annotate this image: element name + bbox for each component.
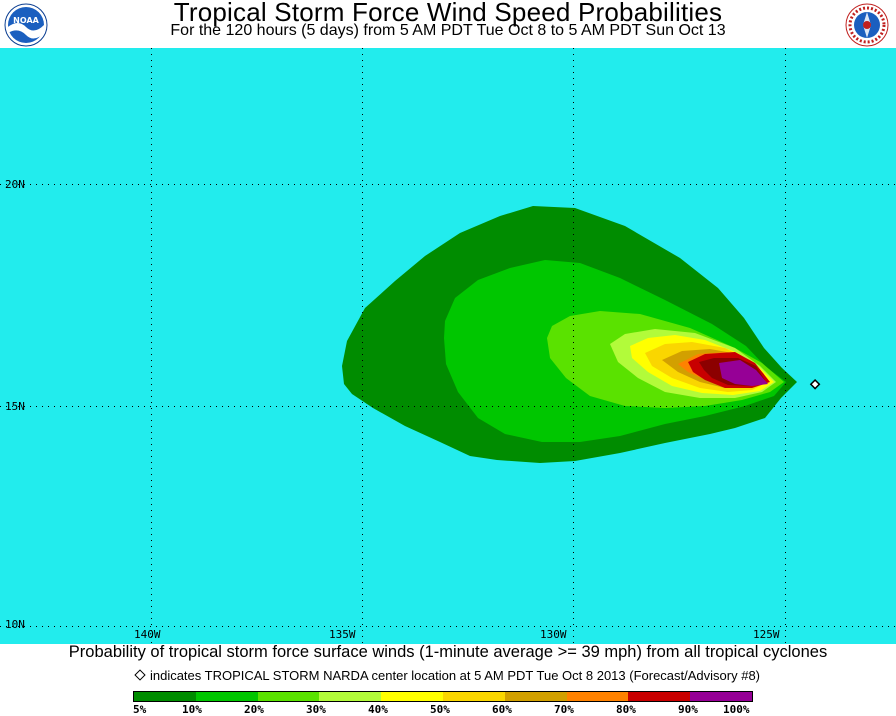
- lat-label-10n: 10N: [5, 618, 25, 631]
- legend-swatch: [690, 692, 752, 701]
- legend-swatch: [628, 692, 691, 701]
- map-caption: Probability of tropical storm force surf…: [68, 643, 828, 661]
- legend-label: 10%: [182, 703, 202, 716]
- lon-labels: 140W 135W 130W 125W: [134, 628, 780, 641]
- legend-swatch: [257, 692, 320, 701]
- legend-label: 70%: [554, 703, 574, 716]
- legend-label: 50%: [430, 703, 450, 716]
- diamond-marker-icon: [134, 669, 146, 681]
- noaa-logo-text: NOAA: [13, 16, 39, 25]
- legend-color-bar: [133, 691, 753, 702]
- lon-label-130w: 130W: [540, 628, 567, 641]
- lat-label-15n: 15N: [5, 400, 25, 413]
- legend-swatch: [134, 692, 196, 701]
- legend-label: 90%: [678, 703, 698, 716]
- legend-swatch: [566, 692, 629, 701]
- legend-label: 30%: [306, 703, 326, 716]
- page-title: Tropical Storm Force Wind Speed Probabil…: [173, 0, 723, 27]
- legend-swatch: [195, 692, 258, 701]
- probability-map: 20N 15N 10N 140W 135W 130W 125W: [0, 48, 896, 644]
- legend-swatch: [319, 692, 382, 701]
- legend-swatch: [381, 692, 443, 701]
- page-subtitle: For the 120 hours (5 days) from 5 AM PDT…: [170, 22, 726, 39]
- legend-label: 5%: [133, 703, 147, 716]
- legend-label: 60%: [492, 703, 512, 716]
- legend-label: 20%: [244, 703, 264, 716]
- legend-labels: 5% 10% 20% 30% 40% 50% 60% 70% 80% 90% 100%: [0, 703, 896, 716]
- marker-note: indicates TROPICAL STORM NARDA center lo…: [0, 668, 896, 683]
- lat-labels: 20N 15N 10N: [5, 178, 25, 631]
- lon-label-140w: 140W: [134, 628, 161, 641]
- legend-swatch: [504, 692, 567, 701]
- lon-label-125w: 125W: [753, 628, 780, 641]
- marker-note-text: indicates TROPICAL STORM NARDA center lo…: [149, 668, 761, 683]
- header: NOAA Tropical Storm Force Wind Speed Pro…: [0, 0, 896, 48]
- legend-swatch: [442, 692, 505, 701]
- legend-label: 40%: [368, 703, 388, 716]
- lon-label-135w: 135W: [329, 628, 356, 641]
- legend-label: 80%: [616, 703, 636, 716]
- storm-center-marker: [809, 378, 821, 390]
- lat-label-20n: 20N: [5, 178, 25, 191]
- noaa-logo: NOAA: [4, 3, 48, 47]
- legend-label: 100%: [723, 703, 750, 716]
- nws-logo: [845, 3, 889, 47]
- probability-contours: [342, 206, 797, 463]
- contour-100pct: [719, 360, 768, 386]
